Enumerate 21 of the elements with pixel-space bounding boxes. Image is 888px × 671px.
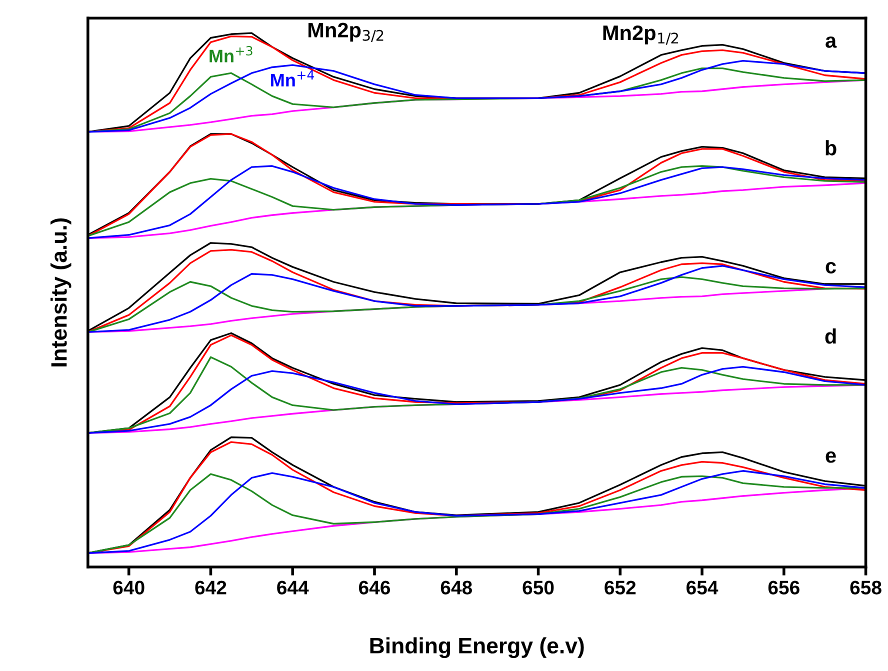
x-tick-label: 654 bbox=[686, 580, 718, 594]
x-tick-label: 658 bbox=[850, 580, 882, 594]
x-tick-label: 646 bbox=[358, 580, 390, 594]
annotation: e bbox=[826, 451, 836, 463]
annotation: Mn2p$_{3/2}$ bbox=[308, 22, 384, 42]
x-tick-label: 640 bbox=[113, 580, 144, 594]
x-tick-label: 642 bbox=[195, 580, 226, 594]
annotation: d bbox=[825, 328, 836, 344]
x-tick-label: 650 bbox=[522, 580, 554, 594]
annotation: c bbox=[826, 262, 836, 274]
x-tick-label: 656 bbox=[768, 580, 800, 594]
x-axis-title: Binding Energy (e.v) bbox=[370, 637, 584, 658]
annotation: Mn2p$_{1/2}$ bbox=[603, 25, 678, 45]
series-label: Mn$^{+4}$ bbox=[271, 70, 314, 86]
x-tick-label: 648 bbox=[440, 580, 472, 594]
x-tick-label: 652 bbox=[604, 580, 636, 594]
annotation: a bbox=[826, 36, 837, 48]
x-tick-label: 644 bbox=[277, 580, 309, 594]
y-axis-title: Intensity (a.u.) bbox=[50, 218, 72, 366]
series-label: Mn$^{+3}$ bbox=[210, 46, 252, 62]
annotation: b bbox=[826, 140, 836, 156]
